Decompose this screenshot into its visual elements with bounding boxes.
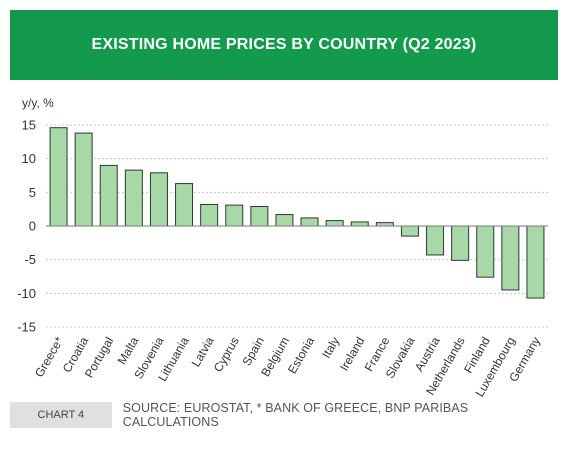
bar (426, 225, 445, 256)
bar (451, 225, 470, 261)
source-note: SOURCE: EUROSTAT, * BANK OF GREECE, BNP … (122, 401, 469, 429)
x-tick-label: Greece* (32, 334, 66, 379)
bar (275, 214, 294, 227)
bar (149, 172, 168, 227)
y-tick-label: -10 (17, 286, 36, 301)
y-tick-label: 5 (29, 185, 36, 200)
chart-title: EXISTING HOME PRICES BY COUNTRY (Q2 2023… (91, 36, 477, 53)
bar (501, 225, 520, 291)
bar (350, 221, 369, 227)
bar (526, 225, 545, 299)
bar-chart: y/y, %151050-5-10-15Greece*CroatiaPortug… (17, 96, 548, 399)
bar (325, 220, 344, 227)
chart-header: EXISTING HOME PRICES BY COUNTRY (Q2 2023… (10, 10, 558, 80)
chart-number-badge: CHART 4 (10, 402, 112, 428)
y-tick-label: 10 (22, 151, 36, 166)
x-tick-label: Cyprus (211, 335, 242, 375)
bar (175, 183, 194, 227)
x-tick-label: Italy (319, 335, 342, 361)
y-tick-label: -5 (24, 252, 36, 267)
chart-footer: CHART 4 SOURCE: EUROSTAT, * BANK OF GREE… (10, 401, 558, 429)
bar (124, 169, 143, 227)
y-axis-label: y/y, % (22, 96, 54, 110)
bar (250, 205, 269, 227)
bar (99, 164, 118, 227)
bar (74, 132, 93, 227)
bar (476, 225, 495, 278)
y-tick-label: 15 (22, 118, 36, 133)
bar (200, 203, 219, 227)
bar (375, 222, 394, 227)
bar (400, 225, 419, 237)
y-tick-label: 0 (29, 219, 36, 234)
y-tick-label: -15 (17, 320, 36, 335)
bar (225, 204, 244, 227)
bar (49, 127, 68, 227)
bar (300, 217, 319, 227)
